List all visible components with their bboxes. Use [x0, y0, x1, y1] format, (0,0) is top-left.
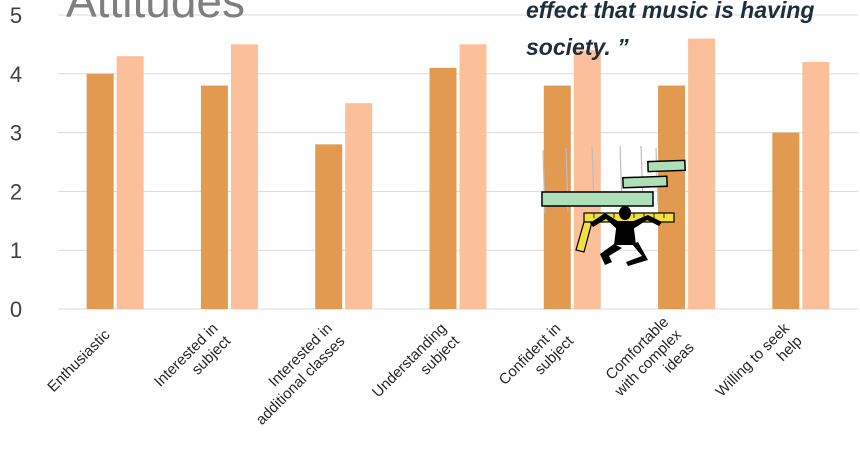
bar-series-2 [116, 56, 144, 309]
y-axis-ticks: 0 1 2 3 4 5 [10, 3, 22, 322]
bar-series-2 [459, 44, 487, 310]
bar-series-1 [658, 85, 686, 309]
bar-series-2 [573, 50, 601, 309]
y-tick-label: 1 [10, 238, 22, 263]
bar-series-2 [688, 38, 716, 310]
bar-series-2 [802, 62, 830, 309]
quote-line-2: society. ” [526, 34, 629, 60]
bar-series-2 [230, 44, 258, 310]
slide-quote: effect that music is having society. ” [526, 0, 860, 66]
weightlifter-figure-icon [541, 145, 686, 266]
bar-series-1 [772, 132, 800, 309]
y-tick-label: 2 [10, 179, 22, 204]
gridlines [58, 14, 858, 310]
quote-line-1: effect that music is having [526, 0, 815, 23]
y-tick-label: 4 [10, 62, 22, 87]
bars [86, 38, 830, 310]
bar-series-1 [315, 144, 343, 309]
x-tick-label-line: Enthusiastic [44, 326, 114, 396]
slide-title: Attitudes [66, 0, 245, 27]
bar-series-2 [345, 103, 373, 309]
bar-series-1 [86, 73, 114, 309]
bar-series-1 [429, 67, 457, 309]
bar-series-1 [200, 85, 228, 309]
y-tick-label: 0 [10, 297, 22, 322]
x-tick-label: Enthusiastic [44, 326, 114, 396]
y-tick-label: 5 [10, 3, 22, 28]
y-tick-label: 3 [10, 121, 22, 146]
